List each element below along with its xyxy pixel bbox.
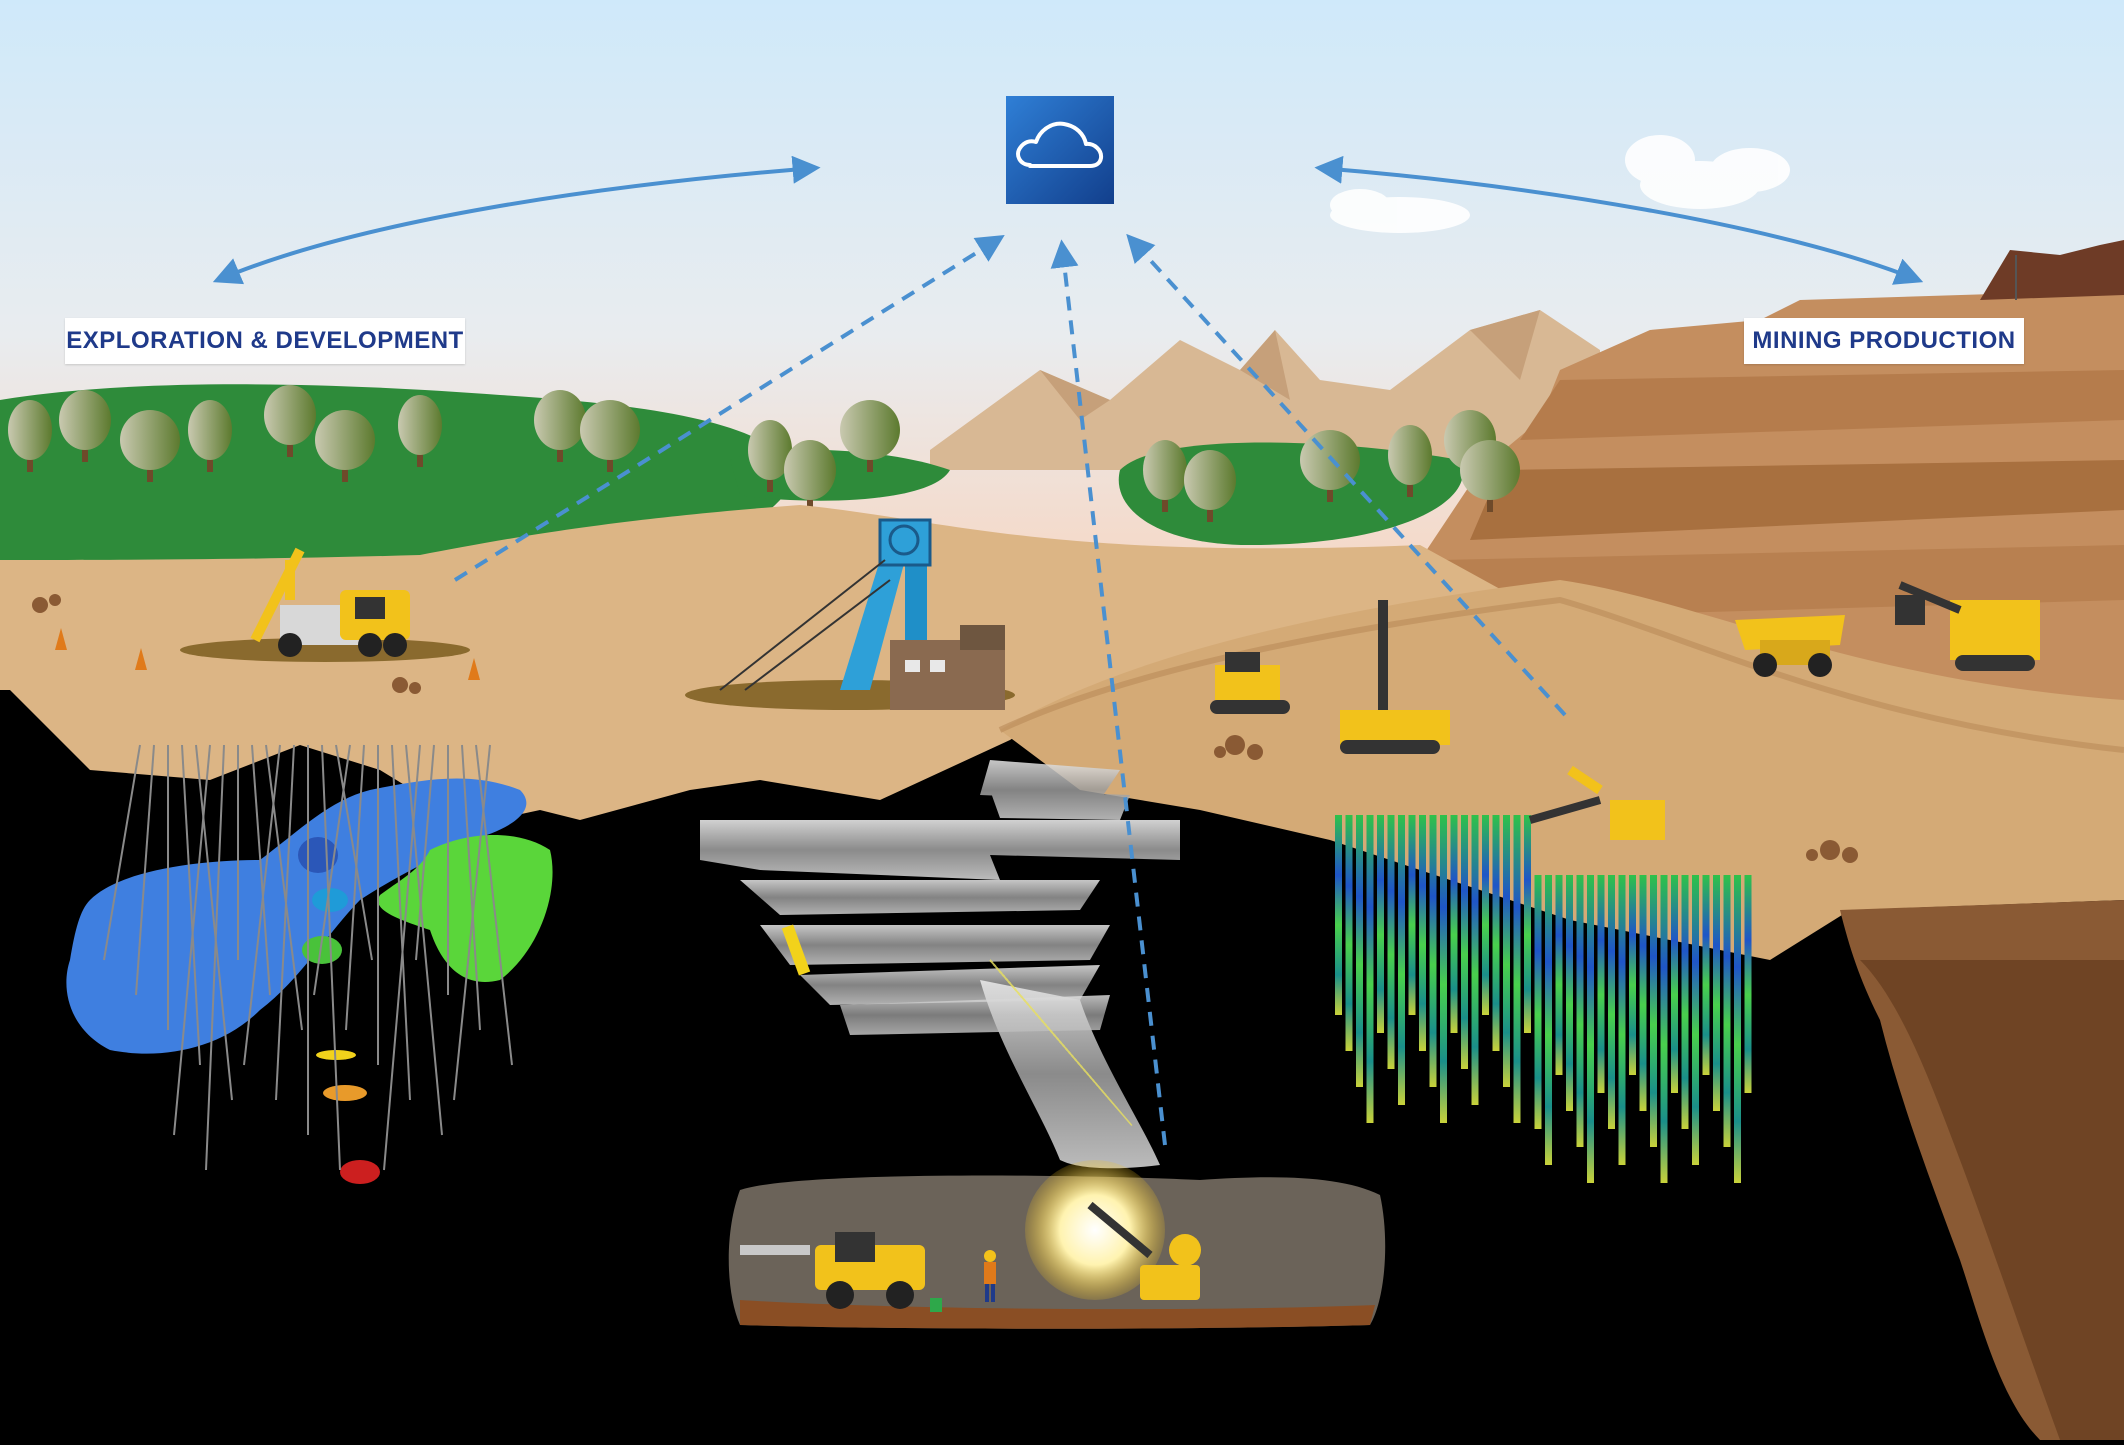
drill-core — [1744, 875, 1752, 1093]
drill-core — [1660, 875, 1668, 1183]
underground-stope — [728, 1160, 1386, 1329]
drill-core — [1471, 815, 1479, 1105]
drill-core — [1440, 815, 1447, 1123]
exploration-drill-truck — [180, 547, 470, 662]
drill-core — [1629, 875, 1636, 1075]
drill-core — [1671, 875, 1678, 1093]
drill-core — [1566, 875, 1573, 1111]
drill-core — [1461, 815, 1468, 1069]
trees — [8, 385, 1520, 522]
drill-core — [1513, 815, 1521, 1123]
production-equipment — [1210, 581, 2040, 840]
tree — [784, 440, 836, 512]
tree — [1143, 440, 1187, 512]
tree — [580, 400, 640, 472]
underground-drill-rig — [1087, 1201, 1201, 1300]
drill-core — [1408, 815, 1416, 1015]
drill-core-columns — [1335, 815, 1752, 1183]
drill-core — [1587, 875, 1594, 1183]
rock-piles — [32, 594, 1858, 863]
drill-core — [1576, 875, 1584, 1147]
dashed-arrow-production — [1126, 233, 1567, 717]
dashed-arrow-drill — [453, 235, 1005, 582]
miner-worker — [984, 1250, 996, 1302]
drill-core — [1618, 875, 1626, 1165]
drill-core — [1387, 815, 1395, 1069]
drill-core — [1608, 875, 1615, 1129]
tree — [1460, 440, 1520, 512]
tree — [1184, 450, 1236, 522]
drill-fan — [989, 959, 1133, 1127]
traffic-cones — [55, 628, 480, 680]
rock-breaker — [1528, 765, 1665, 840]
tree — [534, 390, 586, 462]
tree — [264, 385, 316, 457]
tree — [748, 420, 792, 492]
drill-core — [1429, 815, 1437, 1087]
lamp-glow — [1025, 1160, 1165, 1300]
tree — [59, 390, 111, 462]
drill-core — [1681, 875, 1689, 1129]
drill-traces-left — [103, 744, 513, 1171]
tunnel-network — [700, 760, 1180, 1169]
dashed-arrow-underground — [1050, 239, 1167, 1146]
drill-core — [1419, 815, 1426, 1051]
drill-core — [1482, 815, 1489, 1015]
blasthole-drill — [1340, 600, 1450, 754]
tree — [315, 410, 375, 482]
mine-headframe — [685, 518, 1015, 710]
tree — [840, 400, 900, 472]
haul-truck — [1735, 615, 1845, 677]
ground-surface — [0, 505, 2124, 1440]
drill-core — [1345, 815, 1353, 1051]
label-exploration-development: EXPLORATION & DEVELOPMENT — [65, 318, 465, 364]
drill-core — [1555, 875, 1563, 1075]
drill-core — [1692, 875, 1699, 1165]
mountains — [930, 310, 1600, 470]
cloud-icon — [1016, 121, 1104, 168]
drill-core — [1398, 815, 1405, 1105]
label-mining-production: MINING PRODUCTION — [1744, 318, 2024, 364]
drill-core — [1597, 875, 1605, 1093]
bulldozer — [1210, 652, 1290, 714]
drill-core — [1639, 875, 1647, 1111]
arrow-left-curve — [212, 155, 821, 285]
drill-core — [1545, 875, 1552, 1165]
tree — [1388, 425, 1432, 497]
tree — [188, 400, 232, 472]
drill-core — [1492, 815, 1500, 1051]
drill-core — [1335, 815, 1342, 1015]
drill-core — [1366, 815, 1374, 1123]
drill-core — [1450, 815, 1458, 1033]
tree — [120, 410, 180, 482]
drill-core — [1734, 875, 1741, 1183]
drill-core — [1713, 875, 1720, 1111]
drill-core — [1702, 875, 1710, 1075]
drill-core — [1534, 875, 1542, 1129]
drill-core — [1503, 815, 1510, 1087]
ventilation-box — [930, 1298, 942, 1312]
drill-core — [1377, 815, 1384, 1033]
tree — [398, 395, 442, 467]
drill-core — [1650, 875, 1657, 1147]
drill-core — [1723, 875, 1731, 1147]
tree — [8, 400, 52, 472]
arrow-right-curve — [1314, 155, 1924, 285]
drill-core — [1356, 815, 1363, 1087]
drill-core — [1524, 815, 1531, 1033]
electric-shovel — [1895, 581, 2040, 671]
cloud-platform-tile — [1006, 96, 1114, 204]
underground-loader — [740, 1232, 925, 1309]
